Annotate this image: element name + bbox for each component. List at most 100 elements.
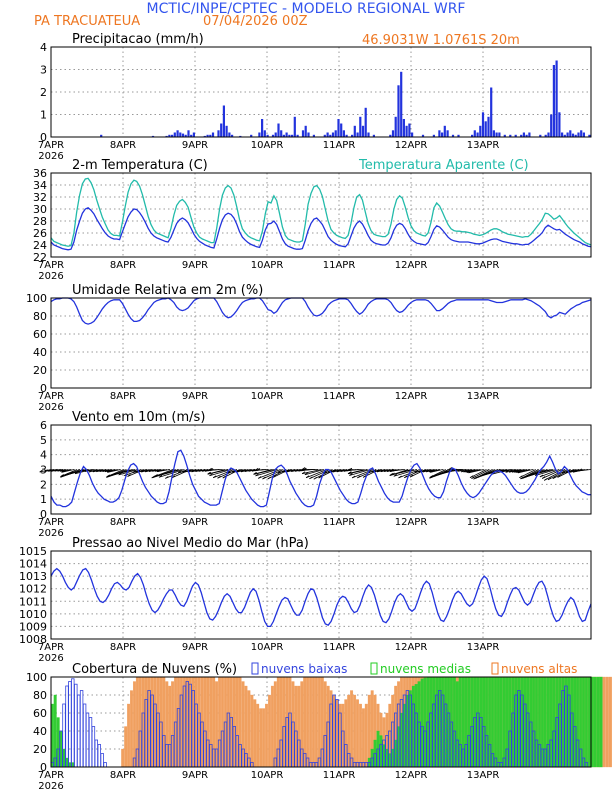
high-cloud-bar: [606, 677, 609, 767]
y-tick-label: 1: [40, 493, 47, 506]
apparent-temp-legend: Temperatura Aparente (C): [358, 158, 529, 173]
high-cloud-bar: [265, 704, 268, 767]
high-cloud-bar: [309, 677, 312, 767]
y-tick-label: 100: [26, 671, 47, 684]
low-cloud-bar: [104, 763, 107, 768]
low-cloud-bar: [72, 679, 75, 767]
x-tick-label: 8APR: [110, 140, 136, 151]
legend-high-clouds-swatch: [492, 663, 498, 674]
high-cloud-bar: [365, 704, 368, 767]
y-tick-label: 80: [33, 310, 47, 323]
header-location: PA TRACUATEUA: [34, 14, 140, 29]
high-cloud-bar: [356, 700, 359, 768]
precip-bar: [335, 130, 337, 137]
precip-bar: [286, 133, 288, 138]
precip-bar: [438, 130, 440, 137]
precip-bar: [261, 119, 263, 137]
high-cloud-bar: [254, 700, 257, 768]
precip-bar: [496, 133, 498, 138]
x-tick-label: 9APR: [182, 642, 208, 653]
precip-bar: [567, 133, 569, 138]
high-cloud-bar: [262, 709, 265, 768]
x-year-label: 2026: [38, 402, 63, 413]
y-tick-label: 24: [33, 239, 47, 252]
precip-bar: [359, 117, 361, 137]
high-cloud-bar: [603, 677, 606, 767]
x-tick-label: 9APR: [182, 140, 208, 151]
precip-bar: [258, 133, 260, 138]
low-cloud-bar: [66, 686, 69, 767]
y-tick-label: 1: [40, 109, 47, 122]
y-tick-label: 5: [40, 434, 47, 447]
y-tick-label: 26: [33, 227, 47, 240]
y-tick-label: 20: [33, 364, 47, 377]
x-tick-label: 11APR: [323, 770, 356, 781]
x-year-label: 2026: [38, 528, 63, 539]
precip-bar: [307, 133, 309, 138]
y-tick-label: 4: [40, 41, 47, 54]
x-tick-label: 8APR: [110, 391, 136, 402]
precip-bar: [523, 133, 525, 138]
legend-high-clouds: nuvens altas: [501, 662, 577, 676]
y-tick-label: 36: [33, 167, 47, 180]
x-tick-label: 13APR: [467, 260, 500, 271]
precip-bar: [365, 108, 367, 137]
x-tick-label: 7APR: [38, 140, 64, 151]
precip-bar: [444, 126, 446, 137]
x-tick-label: 9APR: [182, 517, 208, 528]
precip-bar: [280, 130, 282, 137]
y-tick-label: 28: [33, 215, 47, 228]
legend-mid-clouds: nuvens medias: [380, 662, 471, 676]
x-tick-label: 8APR: [110, 517, 136, 528]
y-tick-label: 100: [26, 292, 47, 305]
precip-bar: [408, 124, 410, 138]
x-tick-label: 10APR: [251, 517, 284, 528]
high-cloud-bar: [609, 677, 612, 767]
precip-bar: [406, 126, 408, 137]
x-tick-label: 13APR: [467, 642, 500, 653]
x-tick-label: 12APR: [395, 391, 428, 402]
precip-bar: [217, 130, 219, 137]
high-cloud-bar: [133, 682, 136, 768]
x-tick-label: 10APR: [251, 260, 284, 271]
y-tick-label: 32: [33, 191, 47, 204]
precip-bar: [277, 124, 279, 138]
precip-bar: [357, 133, 359, 138]
high-cloud-bar: [350, 691, 353, 768]
precip-bar: [441, 133, 443, 138]
high-cloud-bar: [124, 727, 127, 768]
precip-bar: [547, 133, 549, 138]
precip-bar: [447, 130, 449, 137]
high-cloud-bar: [274, 682, 277, 768]
x-tick-label: 8APR: [110, 260, 136, 271]
x-tick-label: 13APR: [467, 770, 500, 781]
high-cloud-bar: [256, 704, 259, 767]
precip-bar: [223, 106, 225, 138]
mid-cloud-bar: [594, 677, 597, 767]
mid-cloud-bar: [494, 677, 497, 767]
y-tick-label: 60: [33, 707, 47, 720]
mid-cloud-bar: [497, 677, 500, 767]
y-tick-label: 40: [33, 346, 47, 359]
y-tick-label: 1013: [19, 570, 47, 583]
x-tick-label: 12APR: [395, 260, 428, 271]
x-tick-label: 7APR: [38, 770, 64, 781]
high-cloud-bar: [353, 695, 356, 767]
mid-cloud-bar: [582, 677, 585, 767]
x-year-label: 2026: [38, 271, 63, 282]
precip-bar: [177, 130, 179, 137]
precip-bar: [294, 117, 296, 137]
apparent-temp-line: [51, 178, 591, 246]
y-tick-label: 1011: [19, 595, 47, 608]
high-cloud-bar: [268, 695, 271, 767]
y-tick-label: 2: [40, 478, 47, 491]
low-cloud-bar: [89, 718, 92, 768]
mid-cloud-bar: [600, 677, 603, 767]
precip-bar: [395, 117, 397, 137]
x-tick-label: 13APR: [467, 140, 500, 151]
low-cloud-bar: [92, 727, 95, 768]
x-year-label: 2026: [38, 653, 63, 664]
y-tick-label: 80: [33, 689, 47, 702]
